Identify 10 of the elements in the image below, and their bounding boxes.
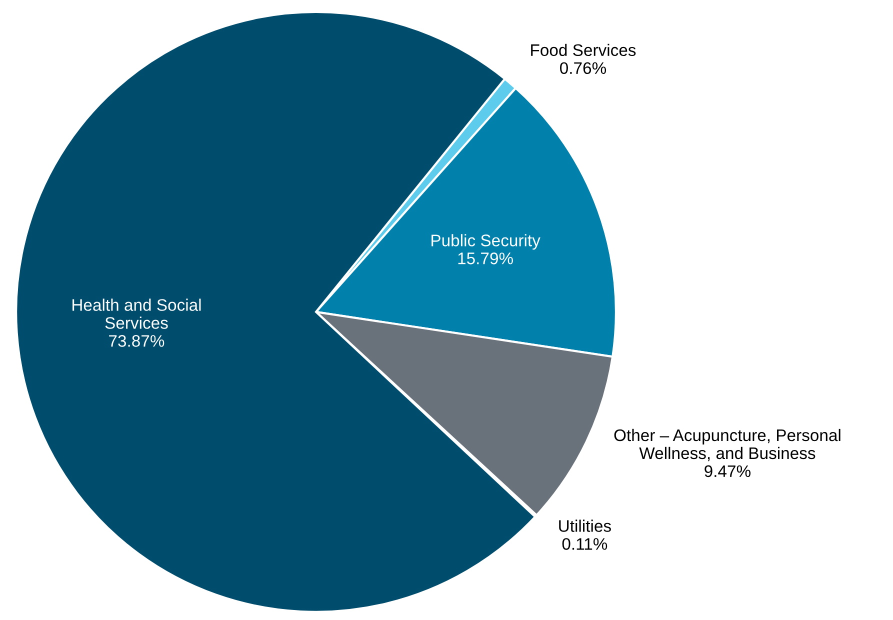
slice-label: Other – Acupuncture, Personal Wellness, and Business bbox=[614, 428, 840, 462]
data-label: 0.11% bbox=[562, 538, 608, 550]
data-label: 0.76% bbox=[560, 62, 606, 74]
data-label: 9.47% bbox=[704, 465, 750, 478]
slice-label: Utilities bbox=[559, 520, 611, 532]
slice-label: Public Security bbox=[432, 234, 540, 250]
data-label: 15.79% bbox=[458, 252, 513, 264]
data-label: 73.87% bbox=[109, 335, 164, 347]
slice-label: Health and Social Services bbox=[72, 298, 201, 329]
slice-label: Food Services bbox=[531, 44, 636, 56]
